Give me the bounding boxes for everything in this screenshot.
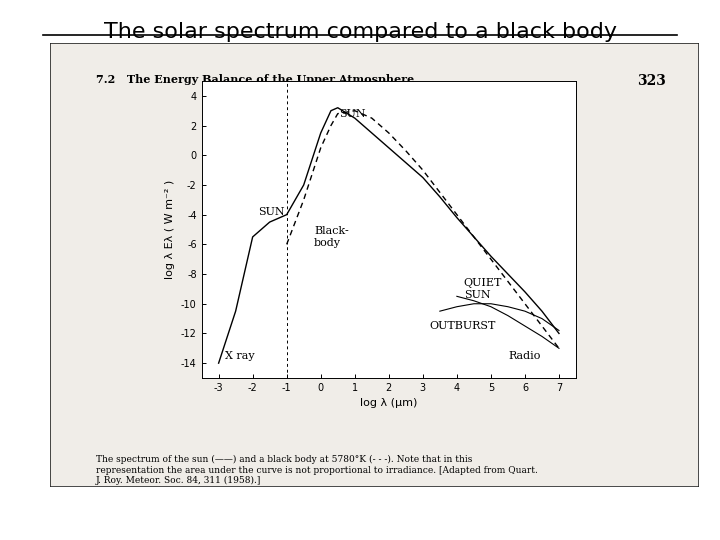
Text: OUTBURST: OUTBURST [430, 321, 496, 331]
X-axis label: log λ (μm): log λ (μm) [360, 399, 418, 408]
Text: Radio: Radio [508, 350, 540, 361]
Text: X ray: X ray [225, 350, 255, 361]
Text: QUIET
SUN: QUIET SUN [464, 278, 502, 300]
Text: The solar spectrum compared to a black body: The solar spectrum compared to a black b… [104, 22, 616, 42]
Text: SUN: SUN [258, 207, 284, 217]
Text: Black-
body: Black- body [314, 226, 348, 248]
Text: 7.2   The Energy Balance of the Upper Atmosphere: 7.2 The Energy Balance of the Upper Atmo… [96, 74, 414, 85]
Text: The spectrum of the sun (——) and a black body at 5780°K (- - -). Note that in th: The spectrum of the sun (——) and a black… [96, 455, 538, 485]
Text: SUN: SUN [339, 109, 366, 119]
Text: 323: 323 [637, 74, 666, 88]
Y-axis label: log λ Eλ ( W m⁻² ): log λ Eλ ( W m⁻² ) [166, 180, 175, 279]
